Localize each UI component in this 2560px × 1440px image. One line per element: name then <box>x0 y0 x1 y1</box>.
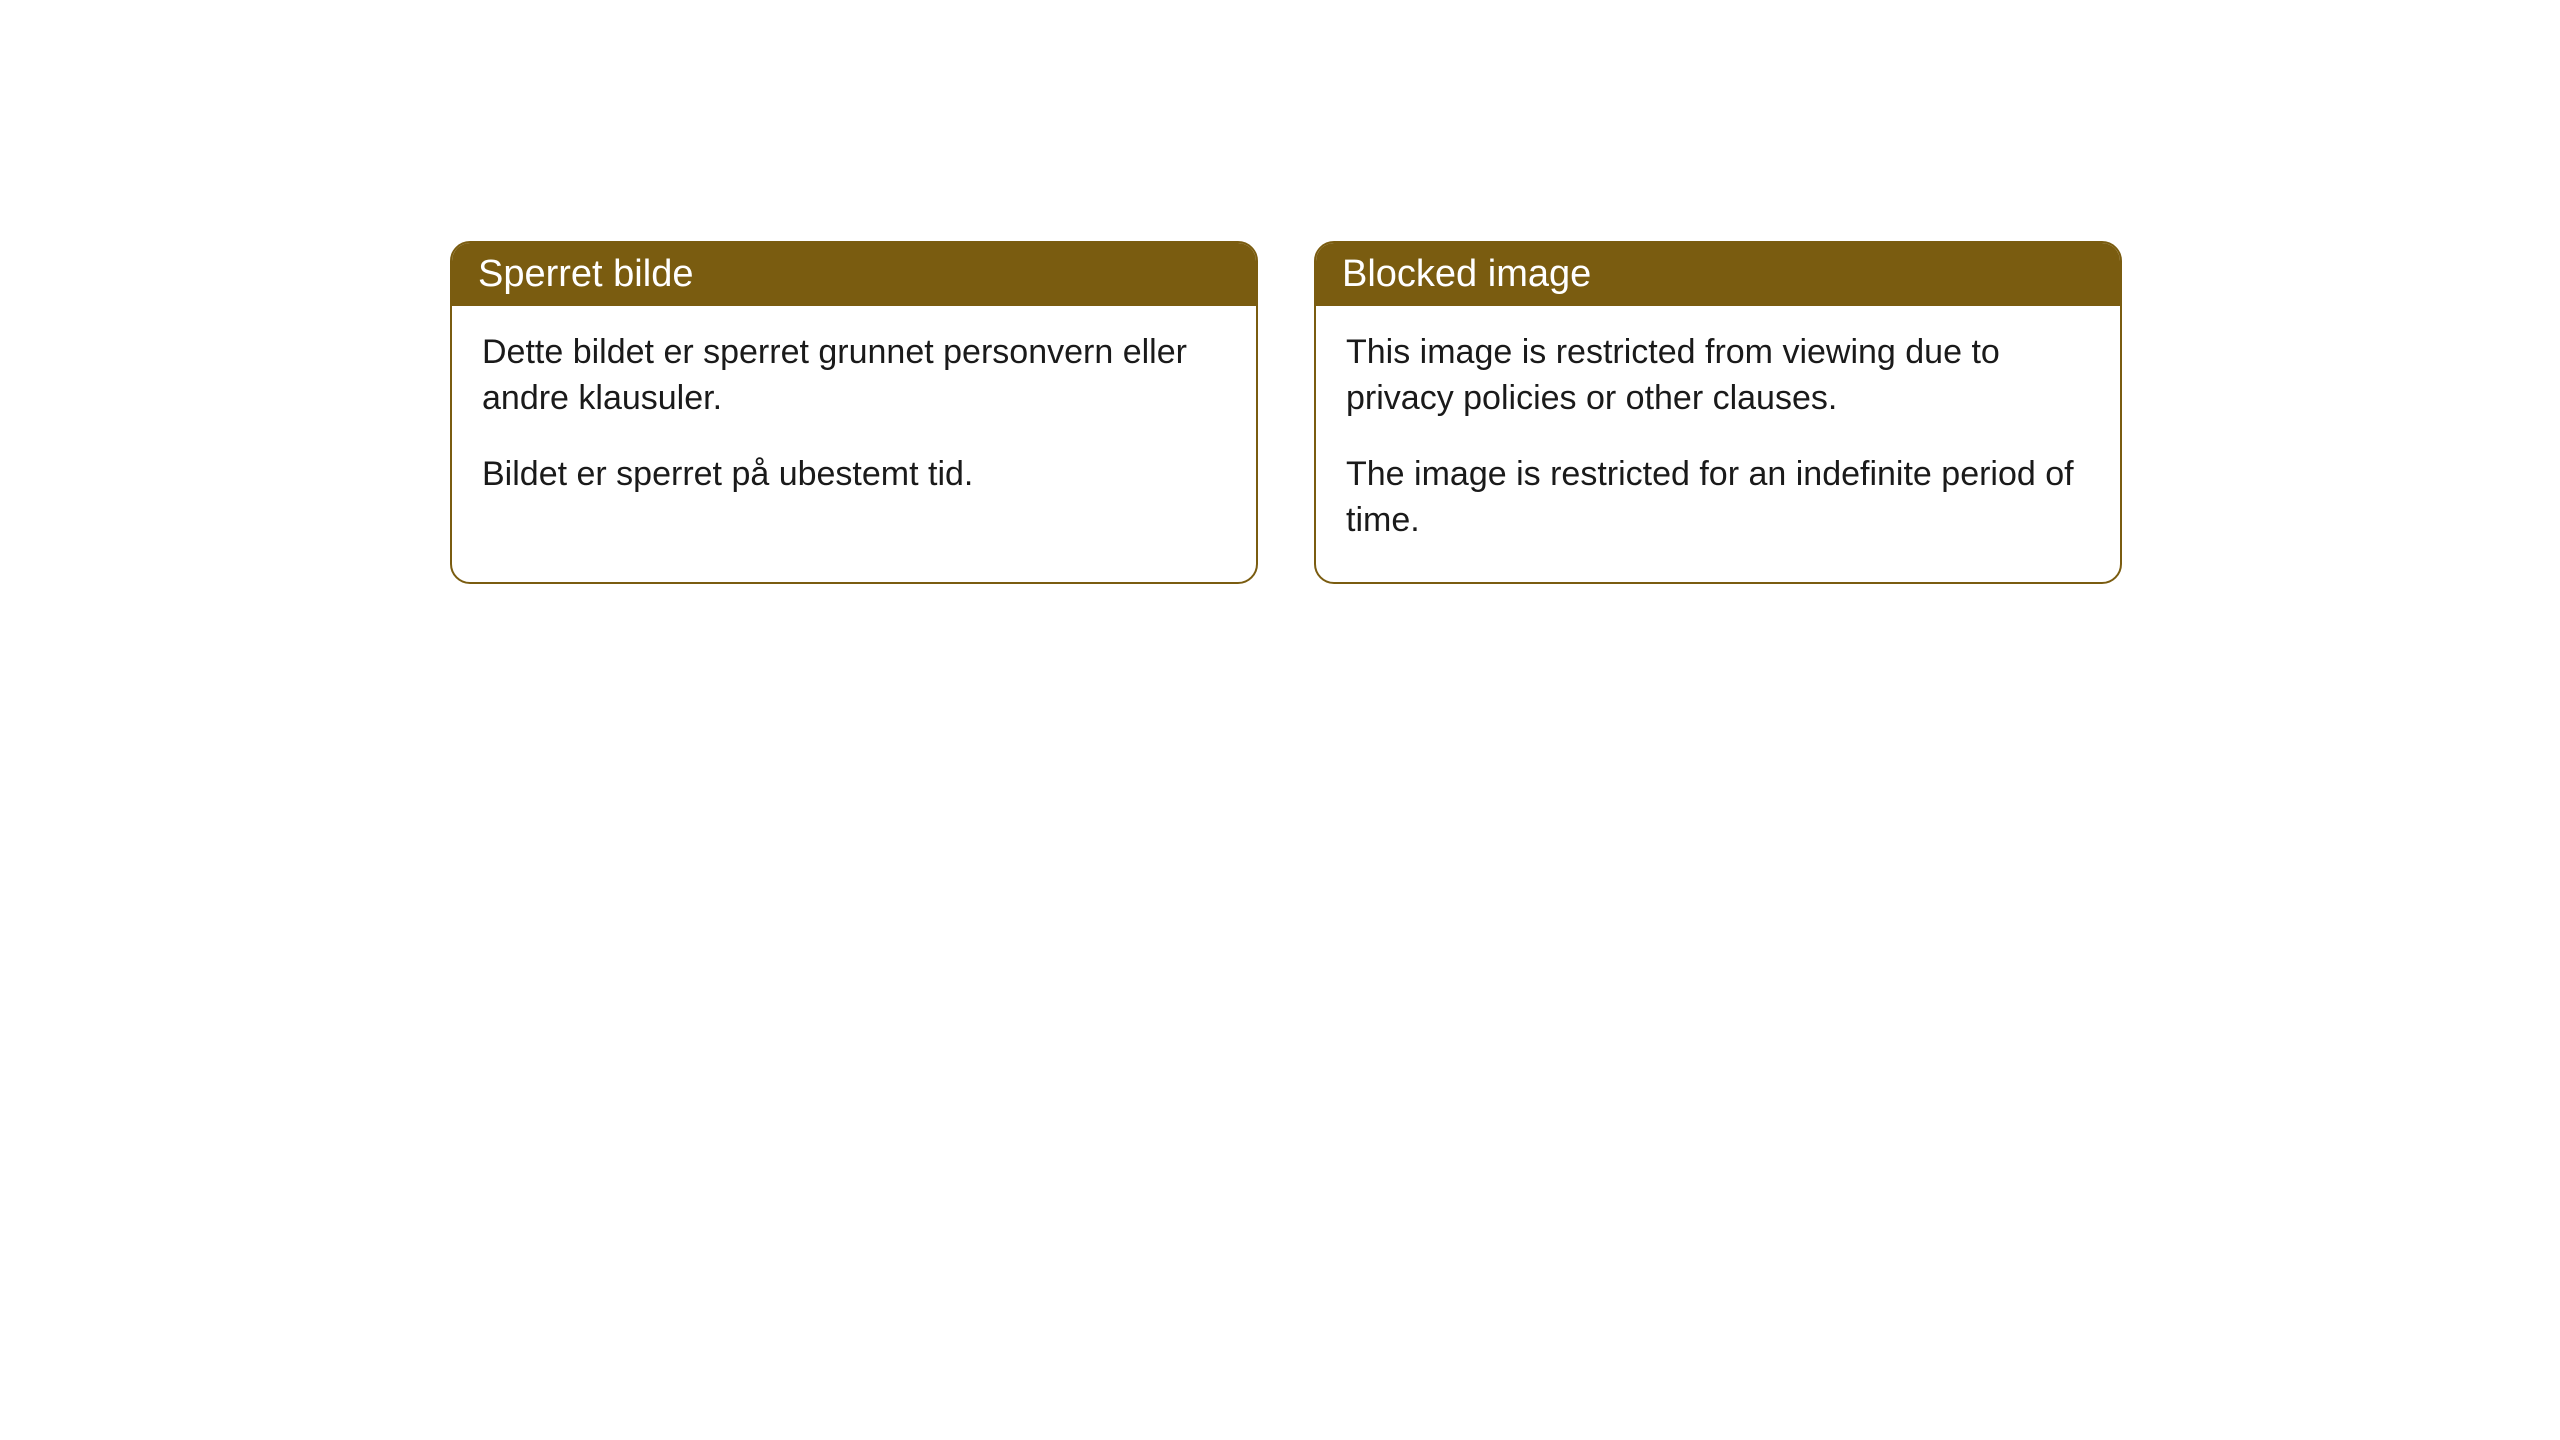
card-title: Blocked image <box>1342 253 1591 295</box>
card-paragraph: This image is restricted from viewing du… <box>1346 330 2090 422</box>
card-paragraph: Bildet er sperret på ubestemt tid. <box>482 452 1226 498</box>
notice-card-english: Blocked image This image is restricted f… <box>1314 241 2122 584</box>
card-body: This image is restricted from viewing du… <box>1316 306 2120 582</box>
card-paragraph: Dette bildet er sperret grunnet personve… <box>482 330 1226 422</box>
card-body: Dette bildet er sperret grunnet personve… <box>452 306 1256 536</box>
card-paragraph: The image is restricted for an indefinit… <box>1346 452 2090 544</box>
notice-card-norwegian: Sperret bilde Dette bildet er sperret gr… <box>450 241 1258 584</box>
card-header: Sperret bilde <box>452 243 1256 306</box>
card-title: Sperret bilde <box>478 253 693 295</box>
card-header: Blocked image <box>1316 243 2120 306</box>
notice-cards-container: Sperret bilde Dette bildet er sperret gr… <box>450 241 2122 584</box>
